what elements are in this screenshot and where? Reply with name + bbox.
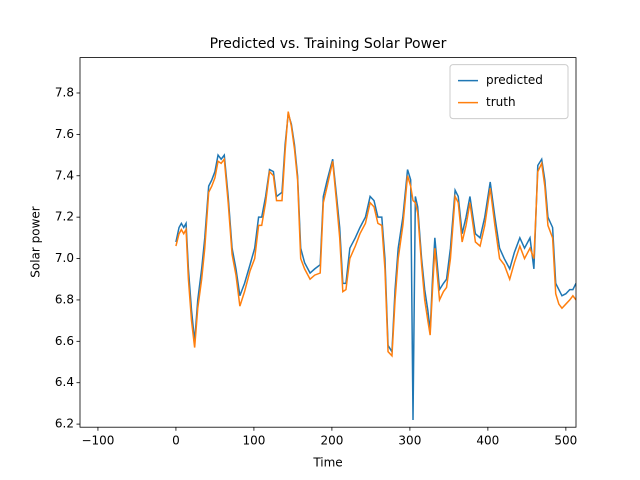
x-tick-label: 300 [398, 434, 421, 448]
x-tick-label: 200 [320, 434, 343, 448]
series-line [175, 113, 576, 420]
y-tick-label: 7.2 [55, 210, 74, 224]
legend-label: truth [486, 95, 516, 109]
plot-lines [175, 111, 576, 420]
legend-box [449, 64, 569, 120]
x-axis-label: Time [312, 456, 342, 470]
chart-title: Predicted vs. Training Solar Power [210, 36, 447, 52]
y-tick-label: 7.6 [55, 127, 74, 141]
x-tick-label: 0 [172, 434, 180, 448]
x-tick-label: −100 [81, 434, 114, 448]
axes-frame [79, 57, 577, 428]
y-axis-label: Solar power [29, 206, 43, 278]
y-tick-label: 6.4 [55, 375, 74, 389]
y-tick-label: 7.0 [55, 251, 74, 265]
x-tick-label: 100 [242, 434, 265, 448]
legend-label: predicted [486, 73, 543, 87]
x-tick-label: 400 [476, 434, 499, 448]
y-tick-label: 6.6 [55, 334, 74, 348]
x-tick-label: 500 [554, 434, 577, 448]
y-tick-label: 6.8 [55, 292, 74, 306]
y-tick-label: 6.2 [55, 417, 74, 431]
y-tick-label: 7.4 [55, 168, 74, 182]
y-tick-label: 7.8 [55, 85, 74, 99]
series-line [175, 111, 576, 358]
